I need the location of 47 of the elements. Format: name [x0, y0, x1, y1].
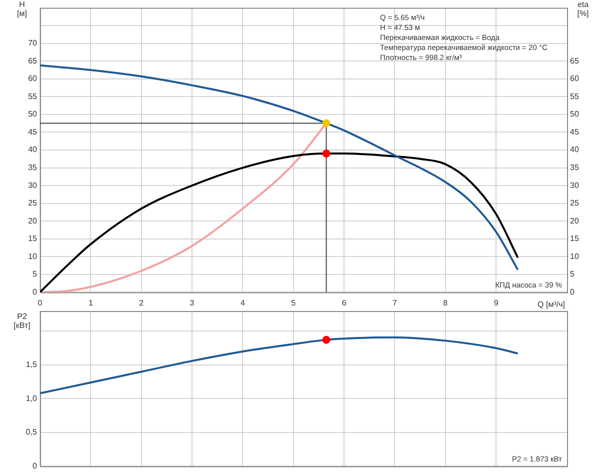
y2-tick-label: 5	[570, 270, 575, 279]
x-axis-title: Q [м³/ч]	[538, 300, 565, 310]
y-tick-label: 20	[28, 216, 38, 226]
y-tick-label: 40	[28, 145, 38, 154]
y-tick-label: 0	[32, 461, 38, 470]
y2-tick-label: 30	[570, 180, 580, 190]
x-tick-label: 4	[240, 298, 246, 308]
y2-tick-label: 65	[570, 56, 580, 66]
y2-tick-label: 20	[570, 216, 580, 226]
y-tick-label: 0,5	[26, 428, 38, 437]
y-tick-label: 5	[32, 270, 38, 279]
y-tick-label: 1,0	[26, 394, 38, 403]
y2-tick-label: 0	[570, 287, 575, 296]
x-tick-label: 2	[139, 298, 144, 308]
y2-tick-label: 55	[570, 92, 580, 101]
y-tick-label: 10	[28, 252, 38, 261]
y-tick-label: 15	[28, 234, 38, 244]
y-tick-label: 1,5	[26, 360, 38, 370]
y2-tick-label: 45	[570, 127, 580, 136]
y-tick-label: 60	[28, 74, 38, 84]
y2-tick-label: 15	[570, 234, 580, 244]
y-axis-title: P2 [кВт]	[14, 312, 30, 330]
x-tick-label: 5	[291, 298, 296, 308]
y2-tick-label: 35	[570, 162, 580, 172]
x-tick-label: 8	[443, 298, 448, 308]
y2-tick-label: 40	[570, 145, 580, 154]
y-tick-label: 25	[28, 198, 38, 208]
x-tick-label: 1	[88, 298, 94, 308]
y2-tick-label: 10	[570, 252, 580, 261]
x-tick-label: 6	[342, 298, 347, 308]
y2-tick-label: 25	[570, 198, 580, 208]
y-tick-label: 55	[28, 92, 38, 101]
x-tick-label: 9	[494, 298, 499, 308]
y-axis-title: H [м]	[17, 0, 27, 18]
x-tick-label: 7	[392, 298, 398, 308]
line-series	[40, 336, 519, 394]
y-tick-label: 50	[28, 110, 38, 119]
y-tick-label: 65	[28, 56, 38, 66]
x-tick-label: 3	[190, 298, 195, 308]
y-tick-label: 35	[28, 162, 38, 172]
y-tick-label: 70	[28, 38, 38, 48]
y-tick-label: 45	[28, 127, 38, 136]
y2-tick-label: 50	[570, 110, 580, 119]
y-tick-label: 0	[32, 287, 38, 296]
y-tick-label: 30	[28, 180, 38, 190]
y2-axis-title: eta [%]	[577, 0, 590, 18]
y2-tick-label: 60	[570, 74, 580, 84]
